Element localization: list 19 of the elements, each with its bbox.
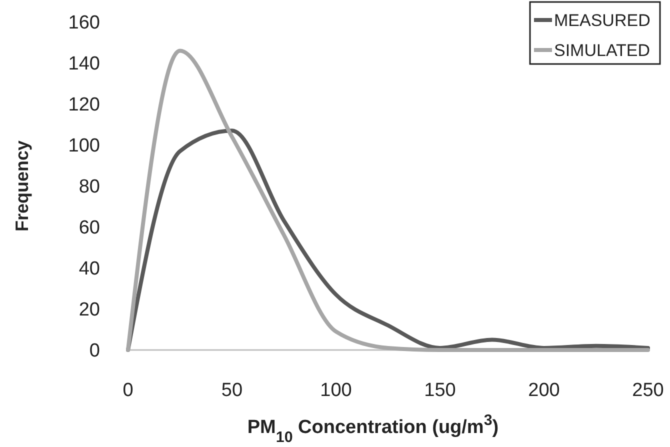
y-tick-label: 60 [78, 218, 100, 239]
y-tick-label: 40 [78, 258, 100, 280]
y-tick-label: 160 [68, 12, 100, 34]
x-tick-label: 100 [320, 380, 352, 401]
legend-label: MEASURED [554, 10, 650, 30]
x-tick-label: 250 [632, 380, 664, 401]
y-tick-label: 80 [78, 176, 100, 198]
legend-label: SIMULATED [554, 40, 650, 60]
y-tick-label: 100 [68, 136, 100, 157]
x-tick-label: 200 [528, 380, 560, 401]
x-axis-title: PM$_{10}$ Concentration (ug/m$^{3}$) [247, 412, 499, 446]
x-tick-label: 150 [424, 380, 456, 401]
y-axis-title: Frequency [12, 140, 32, 232]
y-tick-label: 140 [68, 54, 100, 75]
x-tick-label: 50 [221, 380, 243, 401]
y-tick-label: 20 [78, 300, 100, 321]
y-tick-label: 0 [89, 340, 100, 362]
x-tick-label: 0 [122, 380, 134, 401]
y-tick-label: 120 [68, 94, 100, 116]
